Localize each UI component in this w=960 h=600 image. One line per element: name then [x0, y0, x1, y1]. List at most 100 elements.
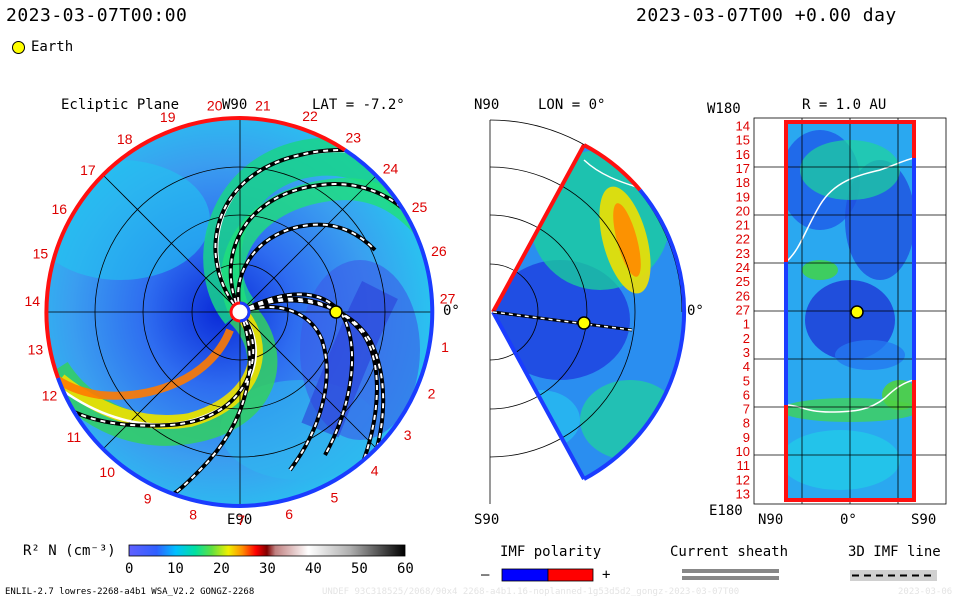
rim-label-7: 7	[237, 512, 245, 528]
row-label-8: 8	[743, 416, 750, 431]
w90-label: W90	[222, 97, 248, 113]
radius-title: R = 1.0 AU	[802, 97, 887, 113]
row-label-5: 5	[743, 373, 750, 388]
rim-label-9: 9	[144, 490, 152, 506]
row-label-2: 2	[743, 331, 750, 346]
rim-label-18: 18	[117, 131, 133, 147]
row-label-4: 4	[743, 359, 750, 374]
lat-label: LAT = -7.2°	[312, 97, 405, 113]
colorbar-tick-30: 30	[259, 561, 276, 577]
row-label-26: 26	[736, 288, 750, 303]
earth-marker-meridional	[577, 316, 591, 330]
right-x-label-n90: N90	[758, 512, 784, 528]
lon-label: LON = 0°	[538, 97, 606, 113]
imf-polarity-plus: +	[602, 567, 611, 583]
left-zero-label: 0°	[443, 303, 460, 319]
rim-label-10: 10	[99, 464, 115, 480]
e180-label: E180	[709, 503, 743, 519]
rim-label-11: 11	[67, 429, 82, 445]
earth-marker-ecliptic	[329, 305, 343, 319]
radius-map-panel	[753, 117, 947, 505]
earth-marker-radius	[850, 305, 864, 319]
imf-positive-swatch	[547, 568, 594, 582]
row-label-11: 11	[737, 458, 751, 473]
rim-label-23: 23	[346, 130, 362, 146]
row-label-25: 25	[736, 274, 750, 289]
rim-label-6: 6	[285, 506, 293, 522]
density-colorbar	[128, 544, 406, 557]
rim-label-22: 22	[302, 108, 318, 124]
row-label-15: 15	[736, 133, 750, 148]
s90-label: S90	[474, 512, 500, 528]
rim-label-4: 4	[371, 463, 379, 479]
imf-line-swatch	[850, 570, 937, 581]
footer-date: 2023-03-06	[898, 587, 953, 597]
w180-label: W180	[707, 101, 741, 117]
row-label-24: 24	[736, 260, 750, 275]
row-label-19: 19	[736, 189, 750, 204]
row-label-23: 23	[736, 246, 750, 261]
row-label-14: 14	[736, 119, 750, 134]
footer-run-id: UNDEF 93C318525/2068/90x4 2268-a4b1.16-n…	[322, 587, 740, 597]
row-label-13: 13	[736, 487, 750, 502]
colorbar-tick-60: 60	[397, 561, 414, 577]
row-label-9: 9	[743, 430, 750, 445]
mid-zero-label: 0°	[687, 303, 704, 319]
earth-legend-label: Earth	[31, 39, 74, 55]
rim-label-2: 2	[428, 385, 436, 401]
rim-label-25: 25	[412, 199, 428, 215]
row-label-18: 18	[736, 175, 750, 190]
rim-label-1: 1	[441, 339, 449, 355]
row-label-12: 12	[736, 472, 750, 487]
rim-label-20: 20	[207, 98, 223, 114]
row-label-17: 17	[736, 161, 750, 176]
row-label-7: 7	[743, 402, 750, 417]
rim-label-8: 8	[189, 507, 197, 523]
ecliptic-plane-title: Ecliptic Plane	[61, 97, 180, 113]
row-label-20: 20	[736, 203, 750, 218]
rim-label-3: 3	[404, 427, 412, 443]
rim-label-5: 5	[331, 489, 339, 505]
n90-label: N90	[474, 97, 500, 113]
current-sheath-swatch	[682, 569, 779, 580]
colorbar-tick-0: 0	[125, 561, 134, 577]
colorbar-label: R² N (cm⁻³)	[23, 543, 116, 559]
rim-label-14: 14	[25, 293, 41, 309]
right-x-label-s90: S90	[911, 512, 937, 528]
timestamp-left: 2023-03-07T00:00	[6, 5, 188, 26]
row-label-22: 22	[736, 232, 750, 247]
imf-polarity-title: IMF polarity	[500, 544, 602, 560]
footer-model-info: ENLIL-2.7 lowres-2268-a4b1 WSA_V2.2 GONG…	[5, 587, 255, 597]
current-sheath-title: Current sheath	[670, 544, 789, 560]
row-label-1: 1	[743, 317, 750, 332]
timestamp-right: 2023-03-07T00 +0.00 day	[636, 5, 897, 26]
rim-label-13: 13	[28, 341, 44, 357]
row-label-10: 10	[736, 444, 750, 459]
rim-label-17: 17	[80, 162, 96, 178]
ecliptic-plane-panel	[44, 116, 435, 509]
imf-polarity-minus: –	[481, 567, 490, 583]
rim-label-16: 16	[52, 201, 68, 217]
row-label-3: 3	[743, 345, 750, 360]
imf-line-title: 3D IMF line	[848, 544, 941, 560]
e90-label: E90	[227, 512, 253, 528]
rim-label-26: 26	[431, 243, 447, 259]
row-label-6: 6	[743, 387, 750, 402]
colorbar-tick-10: 10	[167, 561, 184, 577]
row-label-21: 21	[736, 218, 750, 233]
colorbar-tick-40: 40	[305, 561, 322, 577]
row-label-16: 16	[736, 147, 750, 162]
colorbar-tick-50: 50	[351, 561, 368, 577]
rim-label-21: 21	[255, 97, 271, 113]
meridional-plane-panel	[489, 119, 687, 504]
earth-legend-icon	[12, 41, 25, 54]
imf-negative-swatch	[501, 568, 549, 582]
right-x-label-zero: 0°	[840, 512, 857, 528]
rim-label-27: 27	[440, 291, 456, 307]
rim-label-19: 19	[160, 109, 176, 125]
rim-label-15: 15	[33, 246, 49, 262]
rim-label-24: 24	[383, 160, 399, 176]
colorbar-tick-20: 20	[213, 561, 230, 577]
row-label-27: 27	[736, 303, 750, 318]
rim-label-12: 12	[42, 388, 58, 404]
